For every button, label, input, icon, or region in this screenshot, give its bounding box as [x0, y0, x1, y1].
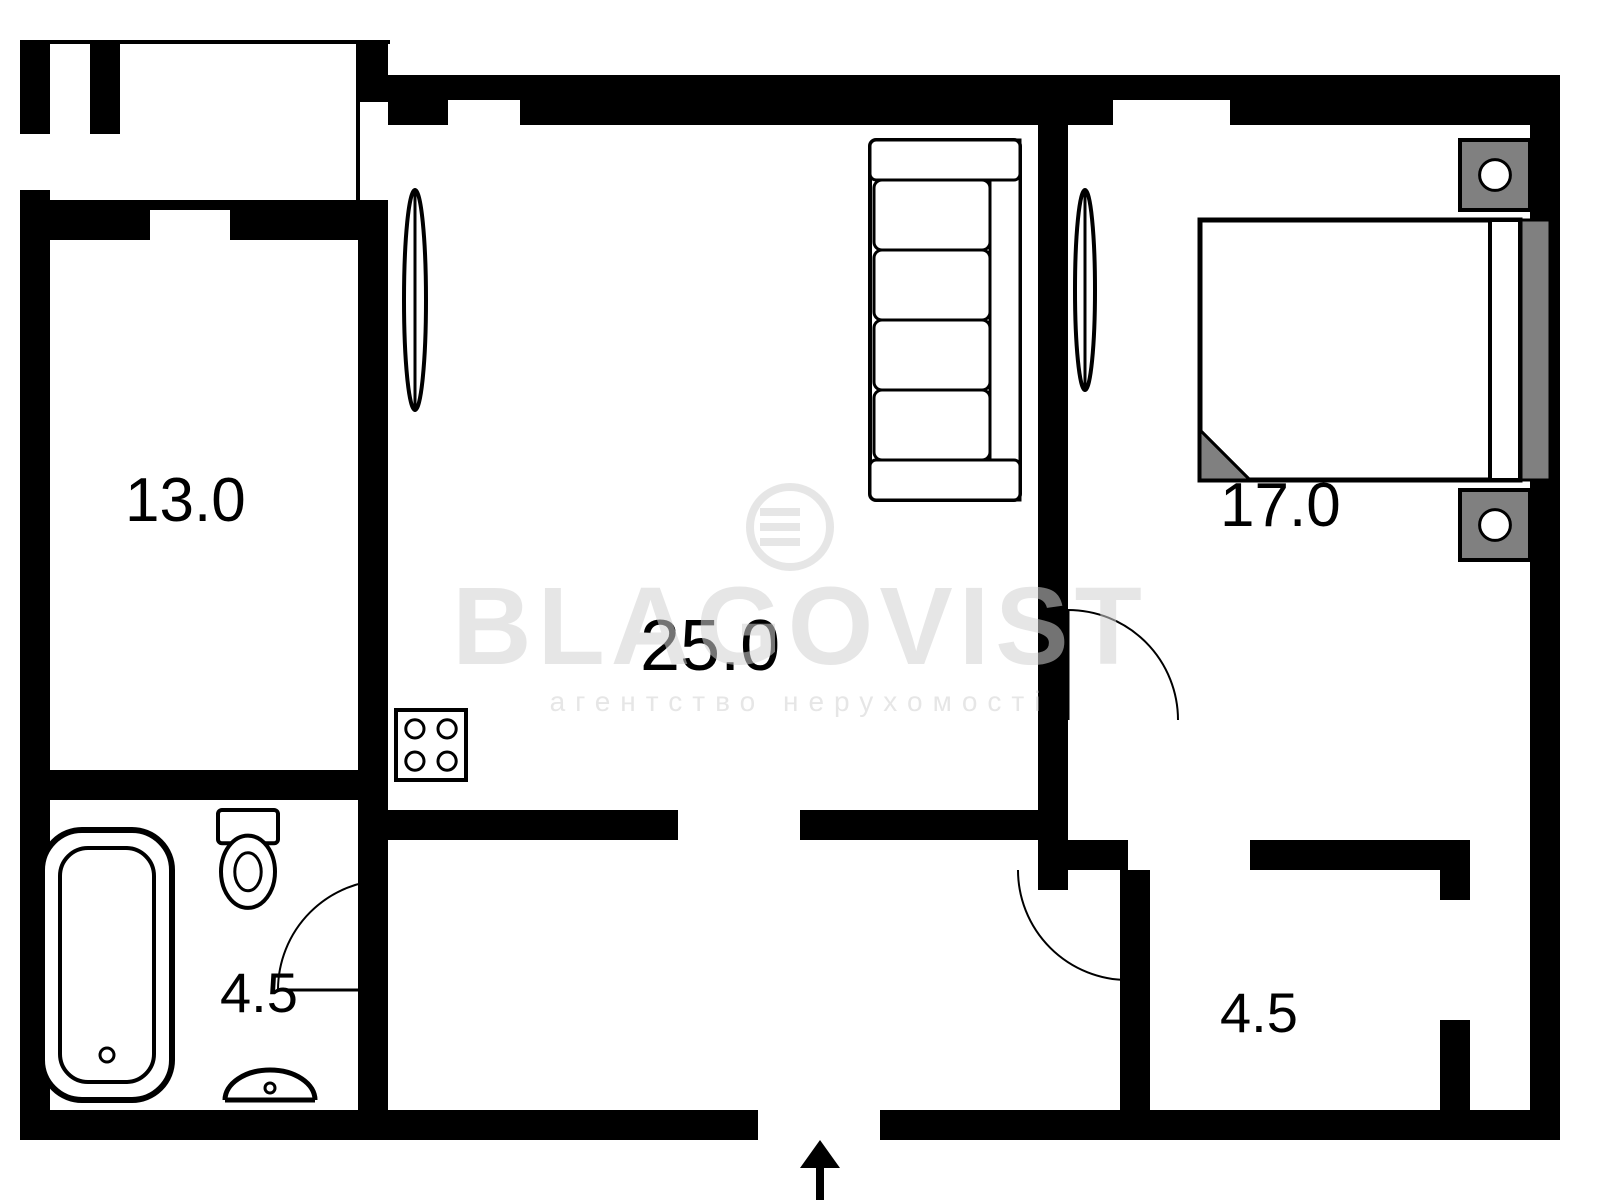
label-closet: 4.5 — [1220, 980, 1298, 1045]
floorplan-stage: 13.0 25.0 17.0 4.5 4.5 BLAGOVIST агентст… — [0, 0, 1600, 1200]
label-kitchen: 13.0 — [125, 465, 246, 536]
label-bedroom: 17.0 — [1220, 470, 1341, 541]
label-living: 25.0 — [640, 605, 780, 687]
label-bathroom: 4.5 — [220, 960, 298, 1025]
